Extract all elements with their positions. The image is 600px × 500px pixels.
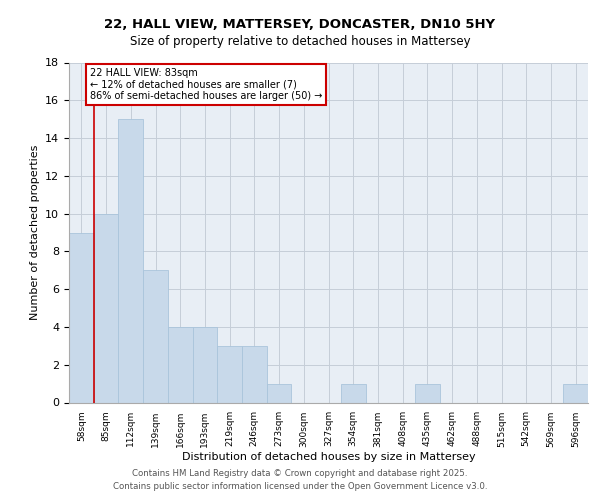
Bar bbox=[415, 384, 440, 402]
Bar bbox=[217, 346, 242, 403]
Text: Size of property relative to detached houses in Mattersey: Size of property relative to detached ho… bbox=[130, 35, 470, 48]
Bar bbox=[118, 119, 143, 403]
Bar bbox=[69, 232, 94, 402]
Bar bbox=[563, 384, 588, 402]
Bar bbox=[242, 346, 267, 403]
Bar bbox=[143, 270, 168, 402]
Bar bbox=[168, 327, 193, 402]
Text: 22, HALL VIEW, MATTERSEY, DONCASTER, DN10 5HY: 22, HALL VIEW, MATTERSEY, DONCASTER, DN1… bbox=[104, 18, 496, 30]
Bar bbox=[341, 384, 365, 402]
Text: Contains HM Land Registry data © Crown copyright and database right 2025.
Contai: Contains HM Land Registry data © Crown c… bbox=[113, 470, 487, 491]
Y-axis label: Number of detached properties: Number of detached properties bbox=[29, 145, 40, 320]
Bar bbox=[94, 214, 118, 402]
X-axis label: Distribution of detached houses by size in Mattersey: Distribution of detached houses by size … bbox=[182, 452, 475, 462]
Text: 22 HALL VIEW: 83sqm
← 12% of detached houses are smaller (7)
86% of semi-detache: 22 HALL VIEW: 83sqm ← 12% of detached ho… bbox=[90, 68, 322, 102]
Bar bbox=[267, 384, 292, 402]
Bar bbox=[193, 327, 217, 402]
